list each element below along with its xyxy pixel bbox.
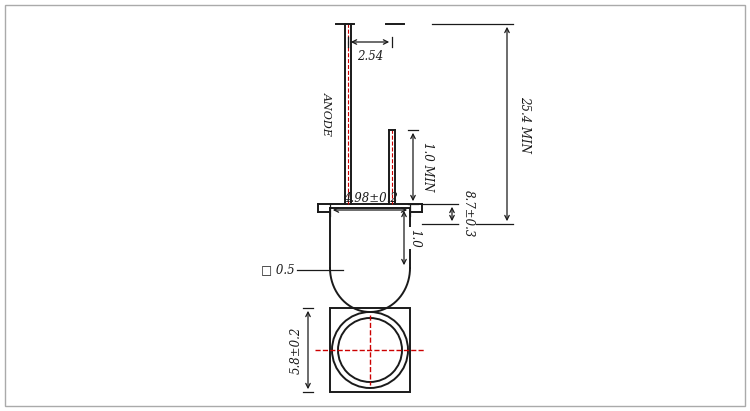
Text: 1.0: 1.0 bbox=[408, 229, 421, 247]
Bar bbox=[330, 308, 410, 392]
Text: 25.4 MIN: 25.4 MIN bbox=[518, 96, 532, 152]
Text: 2.54: 2.54 bbox=[357, 49, 383, 62]
Text: 8.7±0.3: 8.7±0.3 bbox=[461, 190, 475, 238]
Text: 4.98±0.2: 4.98±0.2 bbox=[343, 192, 398, 205]
Text: 1.0 MIN: 1.0 MIN bbox=[421, 142, 434, 192]
Text: ANODE: ANODE bbox=[322, 92, 332, 136]
Text: 5.8±0.2: 5.8±0.2 bbox=[290, 326, 302, 374]
Text: □ 0.5: □ 0.5 bbox=[261, 263, 295, 277]
